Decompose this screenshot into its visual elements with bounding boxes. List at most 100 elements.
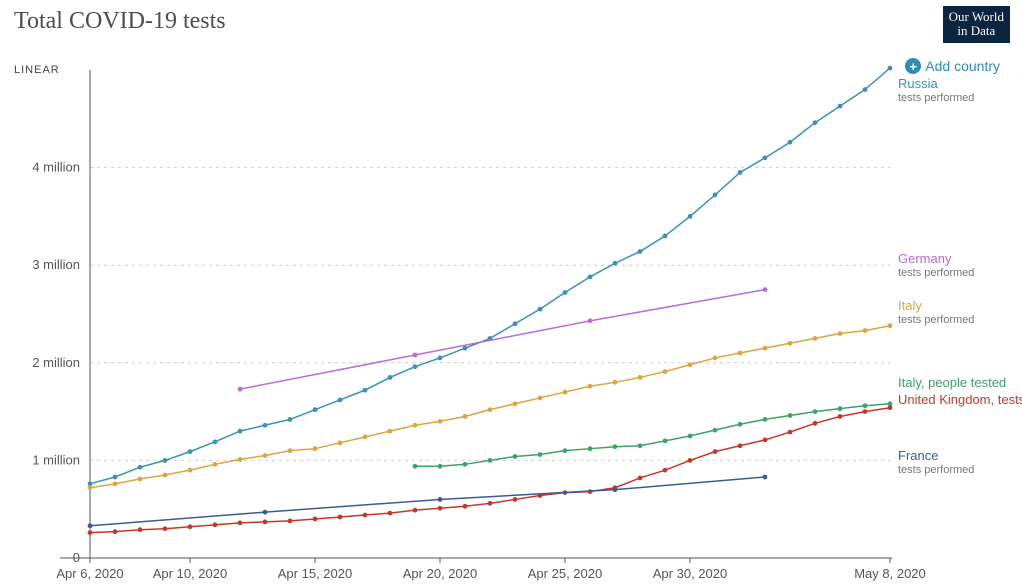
series-point-italy[interactable]: [813, 336, 818, 341]
series-line-italy[interactable]: [90, 326, 890, 488]
series-point-italy[interactable]: [263, 453, 268, 458]
series-point-italy[interactable]: [663, 369, 668, 374]
series-point-russia[interactable]: [788, 140, 793, 145]
series-point-uk[interactable]: [863, 409, 868, 414]
series-point-italy_people[interactable]: [863, 403, 868, 408]
series-point-russia[interactable]: [363, 388, 368, 393]
series-point-russia[interactable]: [563, 290, 568, 295]
series-point-uk[interactable]: [638, 476, 643, 481]
series-point-russia[interactable]: [238, 429, 243, 434]
series-label-italy_people[interactable]: Italy, people tested: [898, 375, 1006, 390]
series-point-italy_people[interactable]: [413, 464, 418, 469]
series-point-uk[interactable]: [738, 443, 743, 448]
series-point-italy[interactable]: [313, 446, 318, 451]
series-point-italy[interactable]: [113, 481, 118, 486]
series-point-italy[interactable]: [613, 380, 618, 385]
series-point-russia[interactable]: [638, 249, 643, 254]
series-line-russia[interactable]: [90, 68, 890, 484]
series-point-uk[interactable]: [288, 519, 293, 524]
series-point-italy_people[interactable]: [763, 417, 768, 422]
series-point-uk[interactable]: [763, 438, 768, 443]
series-point-italy[interactable]: [563, 390, 568, 395]
series-point-russia[interactable]: [813, 120, 818, 125]
series-point-italy_people[interactable]: [463, 462, 468, 467]
series-label-russia[interactable]: Russia: [898, 76, 939, 91]
series-point-russia[interactable]: [738, 170, 743, 175]
series-point-uk[interactable]: [413, 508, 418, 513]
series-point-italy_people[interactable]: [663, 438, 668, 443]
series-point-russia[interactable]: [688, 214, 693, 219]
series-point-russia[interactable]: [713, 193, 718, 198]
series-point-russia[interactable]: [613, 261, 618, 266]
series-point-italy_people[interactable]: [788, 413, 793, 418]
series-line-germany[interactable]: [240, 290, 765, 390]
series-point-uk[interactable]: [888, 405, 893, 410]
series-point-russia[interactable]: [388, 375, 393, 380]
series-point-uk[interactable]: [488, 501, 493, 506]
series-point-italy[interactable]: [588, 384, 593, 389]
series-point-uk[interactable]: [838, 414, 843, 419]
series-point-uk[interactable]: [88, 530, 93, 535]
series-point-italy[interactable]: [763, 346, 768, 351]
series-point-uk[interactable]: [663, 468, 668, 473]
series-point-germany[interactable]: [238, 387, 243, 392]
series-point-italy[interactable]: [388, 429, 393, 434]
series-point-russia[interactable]: [213, 439, 218, 444]
series-label-uk[interactable]: United Kingdom, tests performed: [898, 392, 1022, 407]
series-label-germany[interactable]: Germany: [898, 251, 952, 266]
series-point-uk[interactable]: [313, 517, 318, 522]
series-point-russia[interactable]: [113, 475, 118, 480]
series-point-russia[interactable]: [163, 458, 168, 463]
series-point-uk[interactable]: [163, 526, 168, 531]
series-point-italy[interactable]: [413, 423, 418, 428]
series-label-italy[interactable]: Italy: [898, 298, 922, 313]
series-point-russia[interactable]: [188, 449, 193, 454]
series-point-italy_people[interactable]: [438, 464, 443, 469]
series-point-italy[interactable]: [738, 351, 743, 356]
series-point-uk[interactable]: [813, 421, 818, 426]
series-point-italy[interactable]: [213, 462, 218, 467]
series-label-france[interactable]: France: [898, 448, 938, 463]
series-point-russia[interactable]: [538, 307, 543, 312]
series-point-italy[interactable]: [163, 473, 168, 478]
series-point-france[interactable]: [438, 497, 443, 502]
series-point-italy[interactable]: [288, 448, 293, 453]
series-point-france[interactable]: [88, 523, 93, 528]
series-point-italy_people[interactable]: [688, 434, 693, 439]
series-point-italy[interactable]: [188, 468, 193, 473]
series-point-italy_people[interactable]: [588, 446, 593, 451]
series-point-italy[interactable]: [438, 419, 443, 424]
series-point-italy[interactable]: [538, 396, 543, 401]
series-point-france[interactable]: [263, 510, 268, 515]
series-point-uk[interactable]: [788, 430, 793, 435]
series-point-italy[interactable]: [838, 331, 843, 336]
series-point-italy[interactable]: [863, 328, 868, 333]
series-point-uk[interactable]: [138, 527, 143, 532]
series-point-italy_people[interactable]: [513, 454, 518, 459]
series-point-italy[interactable]: [338, 440, 343, 445]
series-point-france[interactable]: [613, 487, 618, 492]
series-point-russia[interactable]: [838, 104, 843, 109]
series-point-italy[interactable]: [888, 323, 893, 328]
series-point-uk[interactable]: [213, 522, 218, 527]
series-point-russia[interactable]: [263, 423, 268, 428]
series-point-germany[interactable]: [763, 287, 768, 292]
series-point-russia[interactable]: [663, 234, 668, 239]
series-point-russia[interactable]: [463, 346, 468, 351]
series-point-uk[interactable]: [438, 506, 443, 511]
series-point-italy_people[interactable]: [713, 428, 718, 433]
series-point-italy[interactable]: [88, 485, 93, 490]
series-point-italy_people[interactable]: [488, 458, 493, 463]
series-point-italy[interactable]: [363, 435, 368, 440]
series-point-uk[interactable]: [113, 529, 118, 534]
series-point-russia[interactable]: [313, 407, 318, 412]
series-point-uk[interactable]: [238, 520, 243, 525]
series-point-germany[interactable]: [588, 318, 593, 323]
series-point-italy_people[interactable]: [738, 422, 743, 427]
series-line-uk[interactable]: [90, 408, 890, 533]
series-point-italy_people[interactable]: [813, 409, 818, 414]
series-point-russia[interactable]: [888, 66, 893, 71]
series-point-russia[interactable]: [763, 155, 768, 160]
series-point-italy_people[interactable]: [538, 452, 543, 457]
series-point-uk[interactable]: [463, 504, 468, 509]
